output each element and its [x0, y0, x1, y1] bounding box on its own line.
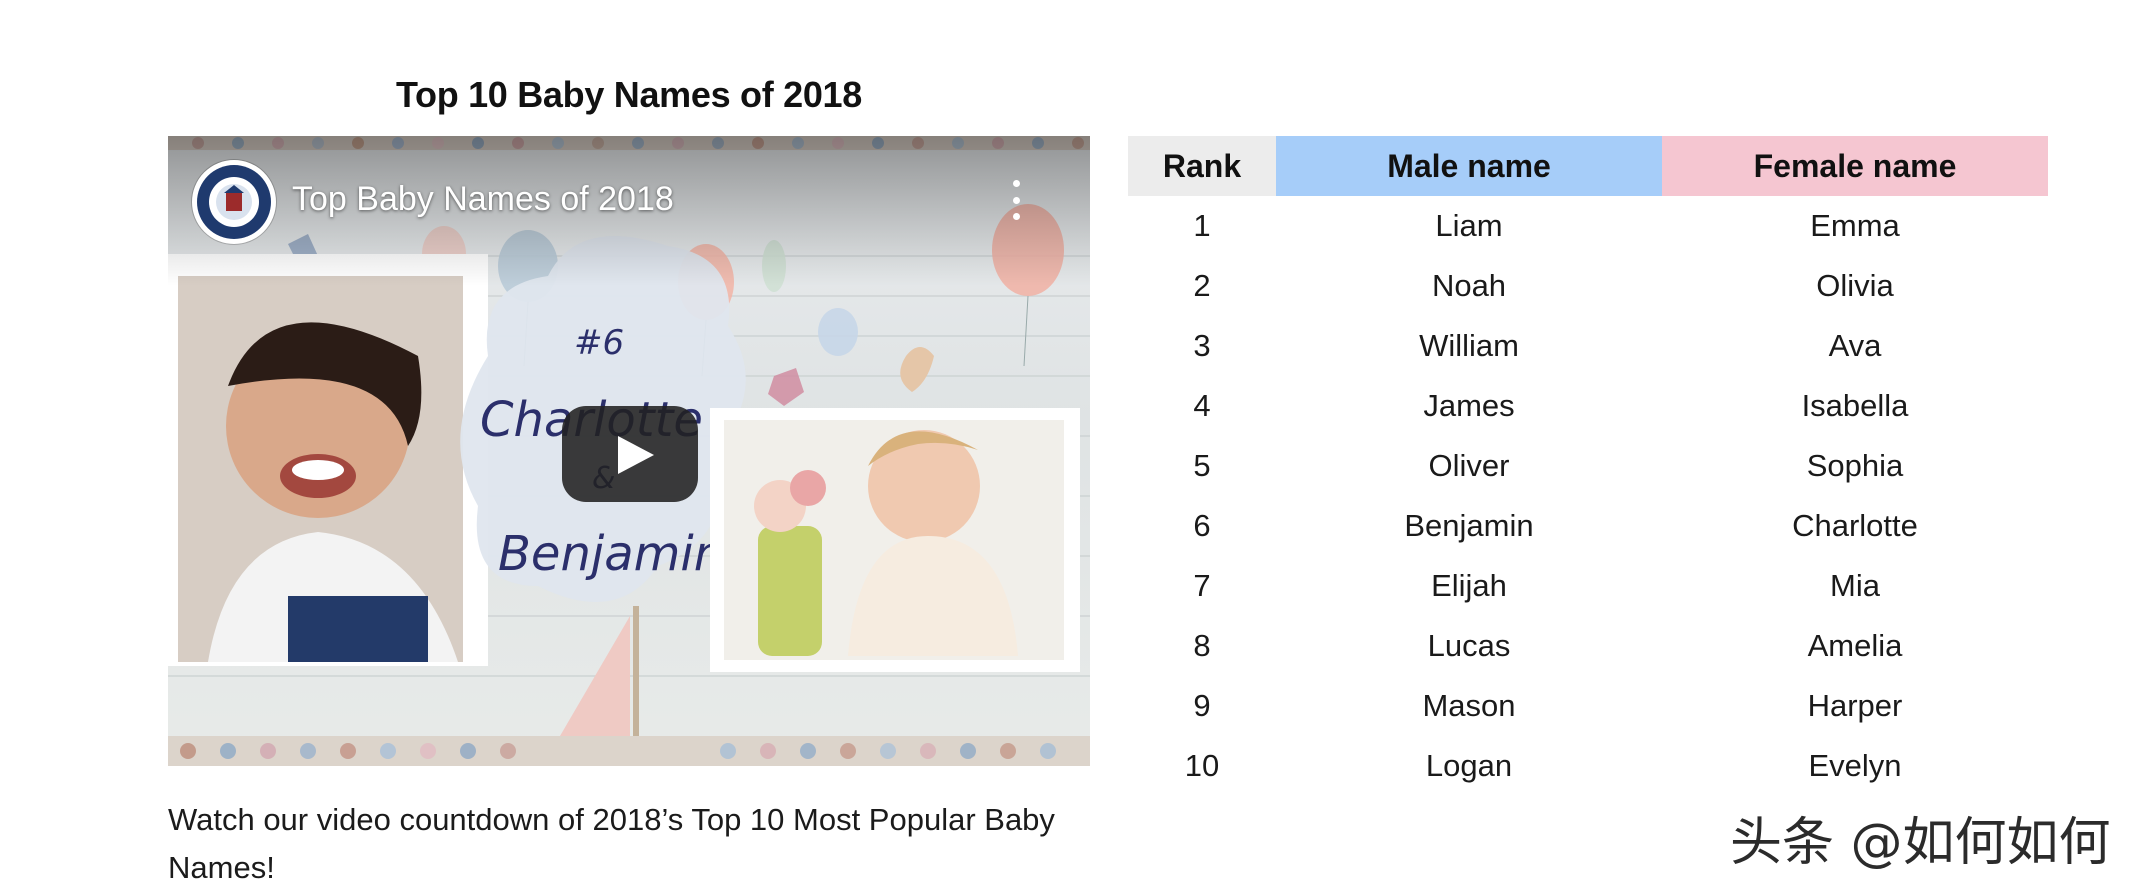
- rank-cell: 2: [1193, 268, 1211, 303]
- video-title[interactable]: Top Baby Names of 2018: [292, 180, 674, 218]
- male-name-cell: Benjamin: [1404, 508, 1534, 543]
- video-title-overlay: [168, 136, 1090, 286]
- rank-cell: 9: [1193, 688, 1211, 723]
- play-button[interactable]: [562, 406, 698, 502]
- svg-text:Benjamin: Benjamin: [498, 526, 724, 582]
- rank-cell: 1: [1193, 208, 1211, 243]
- left-photo: [168, 254, 488, 666]
- male-name-cell: Liam: [1435, 208, 1503, 243]
- rank-cell: 5: [1193, 448, 1211, 483]
- bead-garland-top: [168, 136, 1090, 150]
- svg-text:#6: #6: [574, 323, 624, 363]
- watermark: 头条 @如何如何: [1730, 813, 2111, 873]
- male-name-cell: Noah: [1431, 268, 1507, 303]
- female-name-cell: Evelyn: [1808, 748, 1902, 783]
- table-row: 3 William Ava: [1128, 316, 2048, 376]
- female-name-cell: Sophia: [1806, 448, 1904, 483]
- male-name-header: Male name: [1276, 136, 1662, 196]
- table-row: 8 Lucas Amelia: [1128, 616, 2048, 676]
- table-row: 2 Noah Olivia: [1128, 256, 2048, 316]
- rank-cell: 10: [1184, 748, 1220, 783]
- female-name-cell: Amelia: [1807, 628, 1903, 663]
- more-options-icon[interactable]: [1004, 180, 1028, 220]
- table-row: 1 Liam Emma: [1128, 196, 2048, 256]
- channel-logo-icon[interactable]: [192, 160, 276, 244]
- male-name-cell: Logan: [1425, 748, 1513, 783]
- rank-cell: 6: [1193, 508, 1211, 543]
- table-row: 4 James Isabella: [1128, 376, 2048, 436]
- video-player[interactable]: #6 Charlotte & Benjamin: [168, 136, 1090, 766]
- rank-cell: 4: [1193, 388, 1211, 423]
- female-name-cell: Ava: [1828, 328, 1882, 363]
- male-name-cell: James: [1423, 388, 1515, 423]
- female-name-cell: Mia: [1830, 568, 1880, 603]
- male-name-cell: William: [1419, 328, 1519, 363]
- rank-cell: 7: [1193, 568, 1211, 603]
- male-name-cell: Lucas: [1427, 628, 1511, 663]
- right-photo: [710, 408, 1080, 672]
- male-name-cell: Elijah: [1431, 568, 1507, 603]
- video-caption: Watch our video countdown of 2018’s Top …: [168, 802, 1055, 885]
- rank-cell: 8: [1193, 628, 1211, 663]
- female-name-cell: Harper: [1807, 688, 1903, 723]
- female-name-cell: Emma: [1810, 208, 1900, 243]
- rank-header: Rank: [1128, 136, 1276, 196]
- rank-cell: 3: [1193, 328, 1211, 363]
- female-name-cell: Isabella: [1801, 388, 1909, 423]
- page-title: Top 10 Baby Names of 2018: [395, 74, 863, 116]
- table-header-row: Rank Male name Female name: [1128, 136, 2048, 196]
- table-row: 6 Benjamin Charlotte: [1128, 496, 2048, 556]
- table-row: 10 Logan Evelyn: [1128, 736, 2048, 796]
- male-name-cell: Oliver: [1428, 448, 1510, 483]
- table-row: 5 Oliver Sophia: [1128, 436, 2048, 496]
- female-name-cell: Charlotte: [1792, 508, 1918, 543]
- table-row: 7 Elijah Mia: [1128, 556, 2048, 616]
- female-name-cell: Olivia: [1816, 268, 1894, 303]
- table-row: 9 Mason Harper: [1128, 676, 2048, 736]
- female-name-header: Female name: [1662, 136, 2048, 196]
- male-name-cell: Mason: [1422, 688, 1516, 723]
- baby-names-table: Rank Male name Female name 1 Liam Emma 2…: [1128, 136, 2048, 796]
